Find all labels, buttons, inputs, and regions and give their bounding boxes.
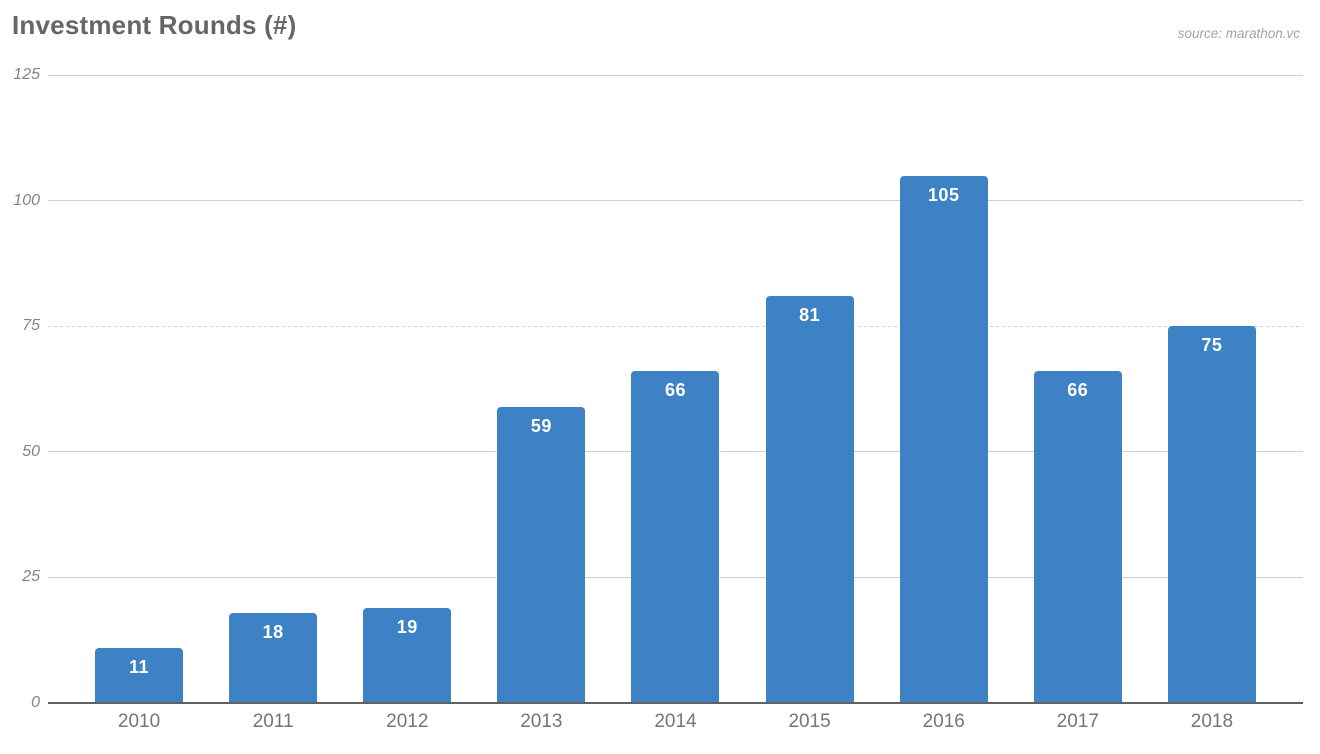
bar-value-label-2010: 11 [129,656,150,677]
bar-2016: 105 [899,175,988,703]
y-axis-tick-label-25: 25 [22,568,40,586]
bar-value-label-2015: 81 [799,305,821,326]
bar-value-label-2012: 19 [396,616,418,637]
bar-slot-2011: 18 [206,75,340,703]
x-axis-tick-label-2015: 2015 [788,711,831,732]
x-axis-tick-label-2012: 2012 [386,711,429,732]
x-axis-tick-label-2010: 2010 [117,711,161,732]
y-axis-tick-label-0: 0 [31,694,40,711]
bar-value-label-2017: 66 [1067,380,1089,401]
bar-2017: 66 [1033,371,1122,703]
bar-slot-2013: 59 [474,75,608,703]
bar-slot-2018: 75 [1145,75,1279,703]
x-axis-baseline [48,702,1303,704]
x-axis: 2010 2011 2012 2013 2014 2015 2016 2017 2018 [72,708,1279,738]
y-axis-tick-label-75: 75 [22,317,40,335]
plot-area: 11 18 19 59 66 81 105 66 75 [48,74,1303,704]
x-axis-tick-label-2013: 2013 [520,711,563,732]
bar-slot-2017: 66 [1011,75,1145,703]
bar-value-label-2013: 59 [530,415,552,436]
bar-value-label-2011: 18 [262,621,284,642]
x-axis-tick-label-2014: 2014 [654,711,697,732]
bar-slot-2015: 81 [743,75,877,703]
x-axis-tick-label-2018: 2018 [1190,711,1234,732]
x-axis-tick-label-2017: 2017 [1056,711,1099,732]
y-axis-tick-label-50: 50 [22,442,40,460]
bar-slot-2016: 105 [877,75,1011,703]
bar-value-label-2014: 66 [664,380,686,401]
bar-2012: 19 [363,607,452,703]
bar-2015: 81 [765,296,854,703]
gridline-100 [48,200,1303,202]
bar-2011: 18 [229,612,318,703]
bar-2010: 11 [95,647,184,703]
bar-value-label-2018: 75 [1201,335,1223,356]
bar-series: 11 18 19 59 66 81 105 66 75 [72,75,1279,703]
bar-2018: 75 [1167,326,1256,703]
x-axis-tick-label-2016: 2016 [922,711,965,732]
gridline-125 [48,74,1303,76]
y-axis: 0 25 50 75 100 125 [0,66,40,711]
bar-slot-2014: 66 [608,75,742,703]
bar-2013: 59 [497,406,586,703]
gridline-75 [48,325,1303,327]
bar-slot-2012: 19 [340,75,474,703]
x-axis-tick-label-2011: 2011 [252,711,294,732]
chart-title: Investment Rounds (#) [12,10,297,40]
y-axis-tick-label-125: 125 [13,66,40,83]
source-attribution: source: marathon.vc [1177,26,1300,41]
bar-2014: 66 [631,371,720,703]
bar-value-label-2016: 105 [927,184,960,205]
bar-slot-2010: 11 [72,75,206,703]
y-axis-tick-label-100: 100 [13,191,40,209]
